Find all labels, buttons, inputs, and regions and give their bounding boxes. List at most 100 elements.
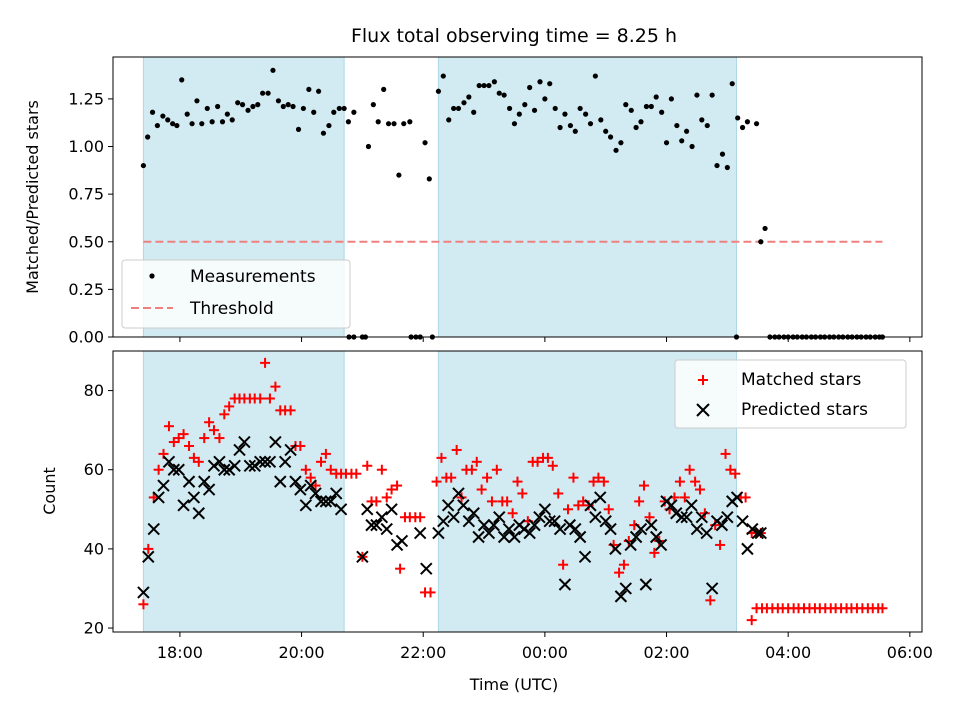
measurement-point bbox=[154, 122, 161, 129]
y-tick-label: 40 bbox=[84, 539, 104, 558]
measurement-point bbox=[753, 121, 760, 127]
predicted-star-point bbox=[330, 487, 343, 500]
x-tick-label: 00:00 bbox=[522, 643, 568, 662]
measurement-point bbox=[704, 122, 710, 129]
measurement-point bbox=[239, 102, 246, 108]
predicted-star-point bbox=[299, 499, 313, 512]
x-stroke bbox=[639, 578, 653, 591]
x-stroke bbox=[619, 582, 632, 595]
x-stroke bbox=[441, 499, 455, 512]
measurement-point bbox=[623, 102, 629, 108]
predicted-star-point bbox=[599, 514, 612, 528]
measurement-point bbox=[295, 126, 302, 132]
x-stroke bbox=[192, 507, 205, 520]
predicted-star-point bbox=[680, 511, 693, 524]
bottom-legend-box bbox=[674, 359, 907, 429]
x-stroke bbox=[624, 538, 637, 552]
measurement-point bbox=[370, 102, 376, 108]
matched-star-point bbox=[877, 603, 888, 614]
x-stroke bbox=[730, 491, 744, 504]
measurement-point bbox=[598, 117, 604, 123]
predicted-star-point bbox=[690, 522, 704, 536]
bottom-panel: 18:00 20:00 22:00 00:00 02:00 04:00 06:00 20 40… bbox=[40, 350, 933, 694]
predicted-star-point bbox=[629, 530, 643, 544]
measurement-point bbox=[476, 82, 482, 89]
x-stroke bbox=[472, 530, 485, 544]
matched-star-point bbox=[224, 401, 235, 412]
measurement-point bbox=[659, 109, 665, 115]
x-stroke bbox=[207, 459, 221, 472]
x-stroke bbox=[670, 507, 683, 520]
measurement-point bbox=[724, 164, 730, 171]
x-stroke bbox=[182, 475, 196, 488]
x-stroke bbox=[695, 511, 709, 524]
x-stroke bbox=[462, 514, 476, 528]
predicted-star-point bbox=[420, 562, 433, 575]
matched-star-point bbox=[558, 559, 569, 570]
x-stroke bbox=[573, 530, 587, 544]
x-stroke bbox=[533, 511, 546, 524]
predicted-star-point bbox=[604, 522, 617, 536]
measurement-point bbox=[165, 117, 171, 123]
bottom-shaded-spans bbox=[142, 351, 737, 632]
matched-star-point bbox=[451, 444, 462, 455]
x-stroke bbox=[584, 499, 597, 512]
x-tick-label: 22:00 bbox=[400, 643, 446, 662]
predicted-star-point bbox=[654, 538, 668, 552]
x-stroke bbox=[248, 459, 261, 472]
predicted-star-point bbox=[395, 534, 409, 548]
legend-matched-marker bbox=[698, 375, 708, 385]
x-stroke bbox=[238, 435, 251, 449]
x-stroke bbox=[269, 435, 282, 449]
predicted-star-point bbox=[172, 463, 185, 476]
x-stroke bbox=[187, 491, 201, 504]
measurement-points bbox=[140, 67, 886, 340]
predicted-star-point bbox=[634, 522, 648, 536]
x-stroke bbox=[294, 483, 307, 496]
measurement-point bbox=[461, 100, 467, 106]
predicted-star-point bbox=[493, 511, 506, 524]
matched-star-point bbox=[476, 484, 487, 495]
top-y-ticks: 0.00 0.25 0.50 0.75 1.00 1.25 bbox=[68, 89, 113, 347]
predicted-star-point bbox=[741, 542, 754, 556]
measurement-point bbox=[199, 121, 205, 127]
measurement-point bbox=[145, 134, 151, 140]
predicted-star-point bbox=[198, 475, 211, 488]
y-tick-label: 0.50 bbox=[68, 232, 104, 251]
predicted-star-point bbox=[578, 550, 592, 564]
predicted-star-point bbox=[619, 582, 632, 595]
measurement-point bbox=[633, 124, 639, 131]
x-stroke bbox=[278, 455, 292, 469]
matched-star-point bbox=[214, 433, 225, 444]
measurement-point bbox=[435, 88, 442, 94]
matched-star-point bbox=[436, 452, 447, 463]
x-stroke bbox=[477, 518, 491, 532]
predicted-star-point bbox=[452, 487, 465, 500]
x-axis-label: Time (UTC) bbox=[469, 675, 558, 694]
x-stroke bbox=[228, 459, 241, 472]
matched-star-point bbox=[694, 484, 705, 495]
predicted-star-point bbox=[517, 522, 531, 536]
predicted-star-point bbox=[365, 518, 378, 532]
matched-star-point bbox=[362, 460, 373, 471]
x-stroke bbox=[330, 487, 343, 500]
y-tick-label: 1.00 bbox=[68, 137, 104, 156]
measurement-point bbox=[194, 98, 200, 104]
predicted-stars-points bbox=[137, 435, 768, 603]
measurement-point bbox=[174, 122, 180, 129]
matched-star-point bbox=[316, 456, 327, 467]
measurement-point bbox=[255, 102, 261, 108]
matched-star-point bbox=[392, 480, 403, 491]
measurement-point bbox=[426, 176, 432, 182]
matched-star-point bbox=[371, 496, 382, 507]
predicted-star-point bbox=[187, 491, 201, 504]
predicted-star-point bbox=[142, 550, 155, 564]
y-tick-label: 60 bbox=[84, 460, 104, 479]
top-axes-frame bbox=[112, 56, 923, 338]
measurement-point bbox=[552, 105, 558, 112]
predicted-star-point bbox=[670, 507, 683, 520]
measurement-point bbox=[375, 119, 381, 125]
matched-star-point bbox=[639, 480, 650, 491]
x-stroke bbox=[569, 522, 582, 536]
predicted-star-point bbox=[533, 511, 546, 524]
